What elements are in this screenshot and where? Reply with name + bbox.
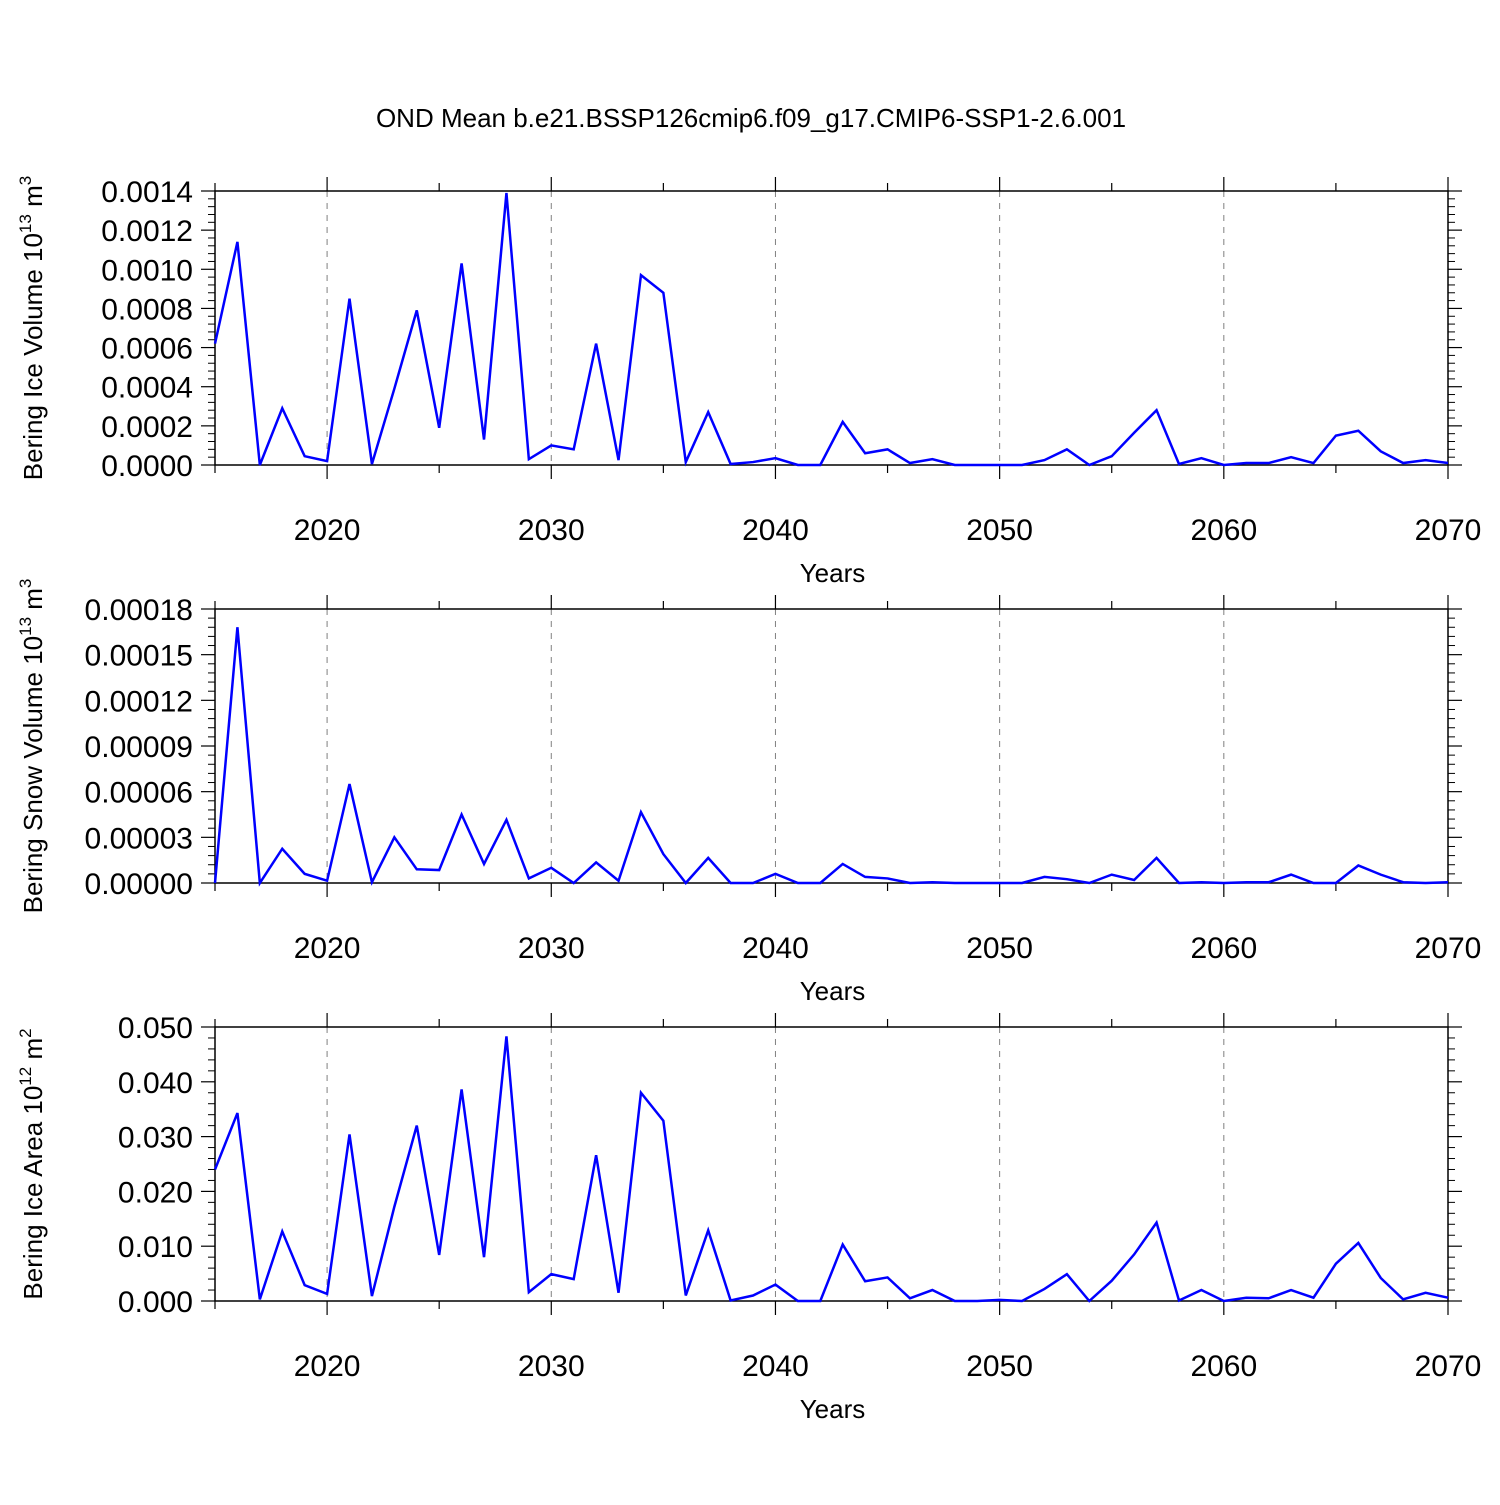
x-tick-label: 2060 (1190, 1350, 1257, 1383)
series-line (215, 1036, 1448, 1301)
y-tick-label: 0.00003 (85, 822, 193, 855)
x-tick-label: 2020 (294, 514, 361, 547)
y-tick-label: 0.00000 (85, 868, 193, 901)
x-axis-label: Years (800, 976, 866, 1006)
y-tick-label: 0.00009 (85, 731, 193, 764)
y-tick-label: 0.0004 (101, 372, 193, 405)
y-tick-label: 0.0008 (101, 293, 193, 326)
x-tick-label: 2020 (294, 1350, 361, 1383)
x-axis-label: Years (800, 558, 866, 588)
y-tick-label: 0.0014 (101, 176, 193, 209)
y-tick-label: 0.0000 (101, 450, 193, 483)
y-tick-label: 0.00012 (85, 685, 193, 718)
x-tick-label: 2050 (966, 932, 1033, 965)
plot-frame (215, 1027, 1448, 1301)
series-line (215, 193, 1448, 465)
x-tick-label: 2030 (518, 932, 585, 965)
chart-panel-1: 0.0000 0.0002 0.0004 0.0006 0.0008 0.0010 0.00… (16, 176, 1481, 588)
y-tick-label: 0.010 (118, 1231, 193, 1264)
y-tick-label: 0.020 (118, 1176, 193, 1209)
x-tick-label: 2070 (1415, 932, 1482, 965)
y-tick-label: 0.000 (118, 1286, 193, 1319)
y-axis-label: Bering Ice Area 1012 m2 (16, 1028, 48, 1299)
y-tick-label: 0.0012 (101, 215, 193, 248)
x-tick-label: 2060 (1190, 932, 1257, 965)
x-tick-label: 2050 (966, 1350, 1033, 1383)
y-tick-label: 0.030 (118, 1122, 193, 1155)
y-tick-label: 0.00015 (85, 640, 193, 673)
x-tick-label: 2030 (518, 1350, 585, 1383)
x-axis-label: Years (800, 1394, 866, 1424)
y-axis-label: Bering Ice Volume 1013 m3 (16, 176, 48, 480)
y-tick-label: 0.00018 (85, 594, 193, 627)
chart-title: OND Mean b.e21.BSSP126cmip6.f09_g17.CMIP… (376, 103, 1126, 133)
chart-panel-2: 0.00000 0.00003 0.00006 0.00009 0.00012 0.000… (16, 579, 1481, 1006)
x-tick-label: 2020 (294, 932, 361, 965)
x-tick-label: 2050 (966, 514, 1033, 547)
y-tick-label: 0.00006 (85, 777, 193, 810)
plot-frame (215, 191, 1448, 465)
x-tick-label: 2040 (742, 932, 809, 965)
x-tick-label: 2060 (1190, 514, 1257, 547)
chart-panel-3: 0.000 0.010 0.020 0.030 0.040 0.050 2020 2030 20… (16, 1012, 1481, 1424)
x-tick-label: 2040 (742, 1350, 809, 1383)
x-tick-label: 2070 (1415, 514, 1482, 547)
y-tick-label: 0.050 (118, 1012, 193, 1045)
series-line (215, 627, 1448, 883)
plot-frame (215, 609, 1448, 883)
x-tick-label: 2040 (742, 514, 809, 547)
x-tick-label: 2070 (1415, 1350, 1482, 1383)
y-tick-label: 0.0002 (101, 411, 193, 444)
y-tick-label: 0.0010 (101, 254, 193, 287)
y-tick-label: 0.0006 (101, 333, 193, 366)
y-tick-label: 0.040 (118, 1067, 193, 1100)
x-tick-label: 2030 (518, 514, 585, 547)
y-axis-label: Bering Snow Volume 1013 m3 (16, 579, 48, 914)
